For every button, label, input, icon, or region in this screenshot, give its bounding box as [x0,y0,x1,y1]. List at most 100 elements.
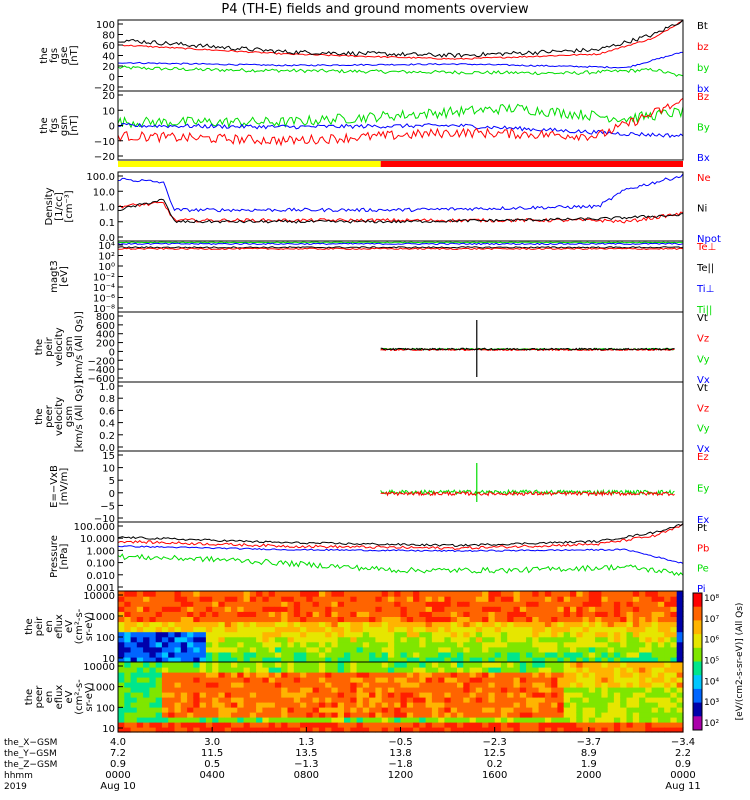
ylabel-fgs-gse: fgs [49,48,60,63]
xaxis-value: 0.9 [675,759,691,770]
xaxis-row-label: the_X−GSM [4,738,57,748]
y-tick-label: 100.000 [74,522,115,533]
legend-Vy: Vy [697,424,710,435]
y-tick-label: 10⁻⁴ [93,283,115,294]
ylabel-fgs-gsm: the [39,117,50,133]
ylabel-fgs-gse: gse [59,47,70,65]
legend-bx: bx [697,84,709,95]
legend-Vz: Vz [697,334,709,345]
y-tick-label: 10 [102,654,115,665]
Ne-trace [117,201,684,224]
ylabel-peir-velocity: [km/s (All Qs)] [74,311,85,383]
colorbar-tick: 10³ [704,698,719,708]
y-tick-label: 0 [109,347,115,358]
Vt-trace [380,347,675,351]
Ez-trace [380,490,675,497]
colorbar-segment [693,675,702,690]
xaxis-value: Aug 11 [665,781,700,792]
colorbar-tick: 10⁷ [704,615,719,625]
bz-trace [117,19,684,60]
colorbar-tick: 10⁸ [704,594,719,604]
ylabel-pressure: Pressure [49,535,60,578]
y-tick-label: 1.0 [99,203,115,214]
xaxis-value: −3.4 [671,737,695,748]
Te-par-trace [117,246,684,249]
colorbar-segment [693,634,702,649]
by-trace [117,65,684,77]
y-tick-label: 100 [96,633,115,644]
xaxis-value: Aug 10 [100,781,135,792]
ylabel-peer-velocity: gsm [64,406,75,427]
peer-spectrogram-image [118,662,684,733]
xaxis-row-label: the_Z−GSM [4,760,57,770]
ylabel-fgs-gsm: gsm [59,115,70,136]
y-tick-label: 0.8 [99,394,115,405]
y-tick-label: 600 [96,321,115,332]
xaxis-row-label: 2019 [4,782,27,792]
xaxis-value: −1.8 [388,759,412,770]
y-tick-label: 1000 [90,612,115,623]
legend-Bz: Bz [697,92,709,103]
xaxis-value: 12.5 [484,748,506,759]
legend-by: by [697,63,709,74]
Bx-trace [117,122,684,139]
xaxis-value: 1200 [388,770,413,781]
bx-trace [117,51,683,69]
bt-trace [117,19,684,59]
y-tick-label: 100 [96,703,115,714]
legend-Ex: Ex [697,515,709,526]
ylabel-peer-spectrogram: the [24,689,35,705]
xaxis-value: −3.7 [577,737,601,748]
ylabel-peir-spectrogram: en [44,620,55,633]
colorbar-tick: 10⁵ [704,657,719,667]
y-tick-label: 0.1 [99,218,115,229]
y-tick-label: 0.001 [86,583,115,594]
y-tick-label: 10⁰ [98,262,115,273]
Te-perp-trace [118,247,684,251]
y-tick-label: −10 [94,514,115,525]
colorbar-segment [693,716,702,731]
y-tick-label: 0 [109,489,115,500]
y-tick-label: 10000 [83,591,115,602]
Pe-trace [117,553,684,576]
legend-Pe: Pe [697,564,709,575]
ylabel-temperature: [eV] [59,266,70,287]
colorbar-segment [693,702,702,717]
Pb-trace [117,524,684,551]
xaxis-value: 0000 [670,770,695,781]
y-tick-label: 0.010 [86,571,115,582]
legend-Pb: Pb [697,543,709,554]
ylabel-fgs-gse: the [39,47,50,63]
ylabel-peer-spectrogram: (cm²-s- [74,679,85,715]
y-tick-label: 20 [102,91,115,102]
legend-By: By [697,123,710,134]
legend-Bt: Bt [697,21,708,32]
legend-Bx: Bx [697,153,710,164]
ylabel-peer-velocity: the [34,408,45,424]
y-tick-label: −200 [88,356,115,367]
xaxis-value: 4.0 [110,737,126,748]
xaxis-value: 1.3 [298,737,314,748]
legend-Vz: Vz [697,403,709,414]
legend-Ez: Ez [697,452,709,463]
colorbar-tick: 10⁶ [704,636,719,646]
xaxis-value: 13.8 [389,748,411,759]
colorbar-segment [693,620,702,635]
Bz-trace [117,97,684,147]
y-tick-label: −600 [88,374,115,385]
y-tick-label: 0.6 [99,406,115,417]
y-tick-label: 100.0 [86,172,115,183]
ylabel-efield: [mV/m] [59,468,70,506]
ylabel-peir-spectrogram: eflux [54,614,65,639]
y-tick-label: 1.0 [99,382,115,393]
y-tick-label: 100 [96,20,115,31]
y-tick-label: 10² [98,252,115,263]
xaxis-value: 1600 [482,770,507,781]
y-tick-label: 1.000 [86,546,115,557]
ylabel-fgs-gsm: fgs [49,118,60,133]
colorbar-segment [693,606,702,621]
legend-Vx: Vx [697,375,710,386]
y-tick-label: 0 [109,73,115,84]
xaxis-value: 0400 [199,770,224,781]
